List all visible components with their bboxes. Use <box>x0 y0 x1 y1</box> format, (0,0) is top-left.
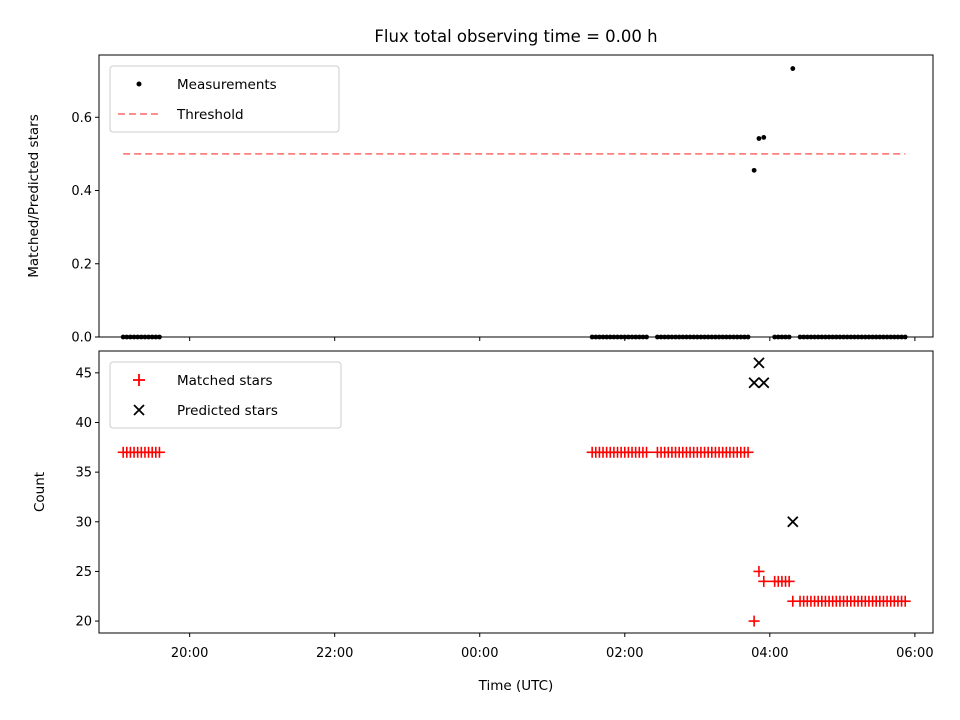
bottom-axes-frame <box>98 350 934 634</box>
top-ytick-label: 0.4 <box>71 184 92 199</box>
legend-measurements-label: Measurements <box>177 77 277 93</box>
top-ytick-label: 0.6 <box>71 111 92 126</box>
measurement-point <box>751 167 757 173</box>
predicted-star-point <box>787 516 799 528</box>
top-y-ticks: 0.0 0.2 0.4 0.6 <box>71 111 99 346</box>
matched-star-point <box>153 446 165 458</box>
measurement-point <box>790 66 796 71</box>
bottom-y-axis-label: Count <box>32 472 48 512</box>
legend-measurements-marker <box>136 81 142 87</box>
bottom-xtick-label: 02:00 <box>606 646 643 661</box>
bottom-xtick-label: 04:00 <box>751 646 788 661</box>
top-data-layer <box>120 66 908 340</box>
legend-threshold-label: Threshold <box>176 107 244 123</box>
bottom-ytick-label: 45 <box>75 366 92 381</box>
matched-star-point <box>758 575 770 587</box>
bottom-x-ticks: 20:00 22:00 00:00 02:00 04:00 06:00 <box>171 633 934 661</box>
bottom-ytick-label: 25 <box>75 565 92 580</box>
bottom-ytick-label: 35 <box>75 466 92 481</box>
bottom-ytick-label: 20 <box>75 615 92 630</box>
bottom-panel: 20 25 30 35 40 45 20:00 22:00 00:00 02:00 04:00 06… <box>32 350 934 694</box>
measurement-point <box>761 135 767 140</box>
bottom-y-ticks: 20 25 30 35 40 45 <box>75 366 99 630</box>
predicted-star-point <box>758 377 770 389</box>
top-legend: Measurements Threshold <box>109 65 340 133</box>
bottom-data-layer <box>117 357 911 627</box>
top-axes-frame <box>98 54 934 338</box>
bottom-ytick-label: 40 <box>75 416 92 431</box>
legend-predicted-marker <box>133 404 145 416</box>
bottom-xtick-label: 20:00 <box>171 646 208 661</box>
bottom-xtick-label: 06:00 <box>896 646 933 661</box>
legend-matched-label: Matched stars <box>177 373 273 389</box>
matched-star-point <box>641 446 653 458</box>
predicted-star-point <box>753 357 765 369</box>
top-ytick-label: 0.2 <box>71 257 92 272</box>
matched-star-point <box>899 595 911 607</box>
bottom-xtick-label: 00:00 <box>461 646 498 661</box>
bottom-legend: Matched stars Predicted stars <box>109 361 342 429</box>
bottom-legend-box <box>109 361 342 429</box>
legend-predicted-label: Predicted stars <box>177 403 278 419</box>
chart-title: Flux total observing time = 0.00 h <box>374 27 657 46</box>
matched-star-point <box>783 575 795 587</box>
top-x-ticks <box>189 337 916 341</box>
matched-star-point <box>742 446 754 458</box>
predicted-star-point <box>748 377 760 389</box>
matched-star-point <box>753 565 765 577</box>
top-y-axis-label: Matched/Predicted stars <box>26 114 42 277</box>
measurement-point <box>756 136 762 141</box>
x-axis-label: Time (UTC) <box>478 678 554 694</box>
legend-matched-marker <box>133 374 145 386</box>
bottom-ytick-label: 30 <box>75 515 92 530</box>
matched-star-point <box>748 615 760 627</box>
bottom-xtick-label: 22:00 <box>316 646 353 661</box>
top-panel: 0.0 0.2 0.4 0.6 Matched/Predicted stars Mea… <box>26 54 934 346</box>
top-legend-box <box>109 65 340 133</box>
top-ytick-label: 0.0 <box>71 331 92 346</box>
